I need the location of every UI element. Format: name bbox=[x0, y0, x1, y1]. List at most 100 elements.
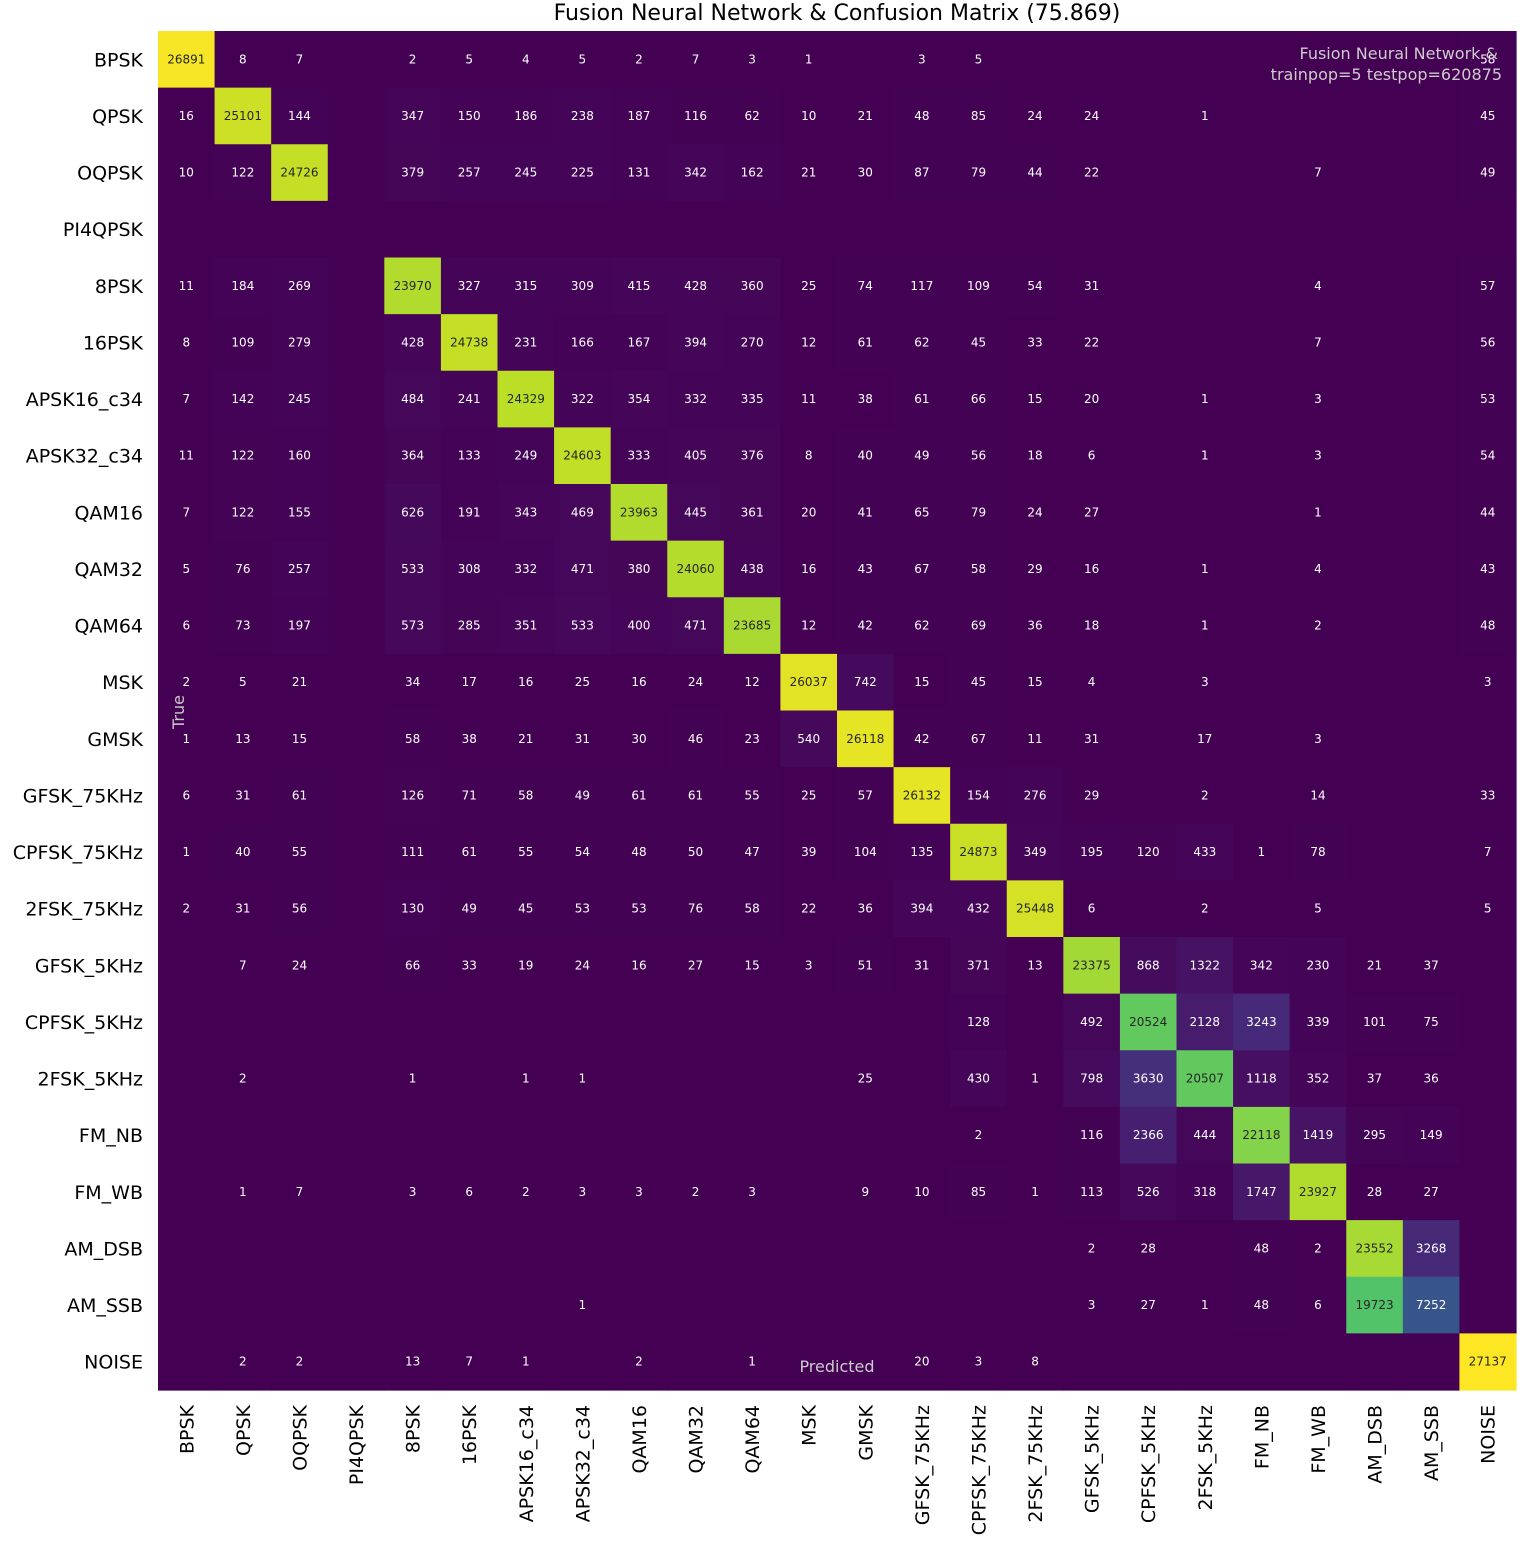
annotation-line-2: trainpop=5 testpop=620875 bbox=[1271, 65, 1502, 84]
heatmap-cell bbox=[667, 880, 725, 938]
heatmap-cell bbox=[1063, 1106, 1121, 1165]
heatmap-cell bbox=[440, 710, 499, 768]
heatmap-cell bbox=[327, 937, 385, 995]
cell-value-label: 4 bbox=[1314, 279, 1322, 293]
cell-value-label: 54 bbox=[1480, 449, 1495, 463]
heatmap-cell bbox=[950, 767, 1008, 825]
cell-value-label: 37 bbox=[1367, 1072, 1382, 1086]
column-label: APSK32_c34 bbox=[572, 1405, 594, 1522]
row-label: CPFSK_75KHz bbox=[13, 842, 143, 864]
cell-value-label: 361 bbox=[741, 505, 764, 519]
heatmap-cell bbox=[1402, 1276, 1461, 1334]
cell-value-label: 2 bbox=[1314, 619, 1322, 633]
heatmap-cell bbox=[1346, 484, 1404, 542]
heatmap-cell bbox=[1176, 823, 1234, 881]
heatmap-cell bbox=[1233, 937, 1291, 995]
heatmap-cell bbox=[610, 484, 668, 542]
heatmap-cell bbox=[440, 1333, 499, 1391]
heatmap-cell bbox=[837, 314, 895, 372]
heatmap-cell bbox=[1233, 257, 1291, 315]
row-label: QAM32 bbox=[74, 559, 143, 581]
column-label: QPSK bbox=[233, 1404, 255, 1455]
heatmap-cell bbox=[610, 314, 668, 372]
cell-value-label: 1322 bbox=[1190, 958, 1221, 972]
heatmap-cell bbox=[1176, 597, 1234, 655]
cell-value-label: 135 bbox=[910, 845, 933, 859]
cell-value-label: 15 bbox=[1027, 392, 1042, 406]
heatmap-cell bbox=[1346, 370, 1404, 428]
cell-value-label: 5 bbox=[465, 52, 473, 66]
cell-value-label: 54 bbox=[1027, 279, 1042, 293]
heatmap-cell bbox=[1289, 1050, 1347, 1108]
heatmap-cell bbox=[158, 427, 216, 485]
heatmap-cell bbox=[327, 257, 385, 315]
cell-value-label: 11 bbox=[801, 392, 816, 406]
heatmap-cell bbox=[1289, 540, 1347, 598]
heatmap-cell bbox=[950, 597, 1008, 655]
heatmap-cell bbox=[1063, 767, 1121, 825]
heatmap-cell bbox=[214, 710, 272, 768]
heatmap-cell bbox=[723, 144, 782, 202]
cell-value-label: 19 bbox=[518, 958, 533, 972]
cell-value-label: 76 bbox=[688, 902, 703, 916]
heatmap-cell bbox=[1459, 427, 1517, 485]
cell-value-label: 20 bbox=[1084, 392, 1099, 406]
cell-value-label: 5 bbox=[1314, 902, 1322, 916]
cell-value-label: 26037 bbox=[790, 675, 828, 689]
heatmap-cell bbox=[1176, 993, 1234, 1051]
heatmap-cell bbox=[554, 710, 612, 768]
cell-value-label: 1 bbox=[1258, 845, 1266, 859]
cell-value-label: 126 bbox=[401, 788, 424, 802]
row-label: BPSK bbox=[94, 49, 144, 71]
heatmap-cell bbox=[497, 653, 555, 712]
cell-value-label: 327 bbox=[458, 279, 481, 293]
cell-value-label: 798 bbox=[1080, 1072, 1103, 1086]
cell-value-label: 241 bbox=[458, 392, 481, 406]
heatmap-cell bbox=[1063, 200, 1121, 259]
heatmap-cell bbox=[723, 540, 782, 598]
heatmap-cell bbox=[271, 1276, 329, 1334]
cell-value-label: 1 bbox=[239, 1185, 247, 1199]
heatmap-cell bbox=[384, 1106, 442, 1165]
heatmap-cell bbox=[214, 767, 272, 825]
heatmap-cell bbox=[158, 370, 216, 428]
cell-value-label: 48 bbox=[1254, 1298, 1269, 1312]
heatmap-cell bbox=[214, 427, 272, 485]
heatmap-cell bbox=[723, 653, 782, 712]
heatmap-cell bbox=[780, 653, 838, 712]
heatmap-cell bbox=[1063, 370, 1121, 428]
row-labels: BPSK QPSK OQPSK PI4QPSK 8PSK 16PSK APSK16_c34 A… bbox=[13, 49, 144, 1373]
heatmap-cell bbox=[554, 31, 612, 89]
heatmap-cell bbox=[1006, 144, 1064, 202]
heatmap-cell bbox=[1233, 427, 1291, 485]
cell-value-label: 8 bbox=[182, 335, 190, 349]
heatmap-cell bbox=[440, 993, 499, 1051]
heatmap-cell bbox=[723, 823, 782, 881]
heatmap-cell bbox=[1006, 1050, 1064, 1108]
heatmap-cell bbox=[893, 200, 951, 259]
cell-value-label: 400 bbox=[628, 619, 651, 633]
cell-value-label: 27 bbox=[688, 958, 703, 972]
cell-value-label: 533 bbox=[571, 619, 594, 633]
heatmap-cell bbox=[327, 1276, 385, 1334]
cell-value-label: 131 bbox=[628, 166, 651, 180]
heatmap-cell bbox=[723, 1276, 782, 1334]
heatmap-cell bbox=[893, 937, 951, 995]
heatmap-cell bbox=[1233, 767, 1291, 825]
cell-value-label: 20524 bbox=[1129, 1015, 1167, 1029]
cell-value-label: 45 bbox=[971, 335, 986, 349]
heatmap-cell bbox=[1063, 144, 1121, 202]
cell-value-label: 150 bbox=[458, 109, 481, 123]
cell-value-label: 24603 bbox=[563, 449, 601, 463]
heatmap-cell bbox=[384, 597, 442, 655]
cell-value-label: 87 bbox=[914, 166, 929, 180]
heatmap-cell bbox=[554, 484, 612, 542]
heatmap-cell bbox=[327, 87, 385, 145]
cell-value-label: 6 bbox=[465, 1185, 473, 1199]
cell-value-label: 122 bbox=[231, 166, 254, 180]
heatmap-cell bbox=[723, 597, 782, 655]
cell-value-label: 5 bbox=[579, 52, 587, 66]
heatmap-cell bbox=[1006, 1333, 1064, 1391]
cell-value-label: 2 bbox=[409, 52, 417, 66]
heatmap-cell bbox=[1289, 200, 1347, 259]
